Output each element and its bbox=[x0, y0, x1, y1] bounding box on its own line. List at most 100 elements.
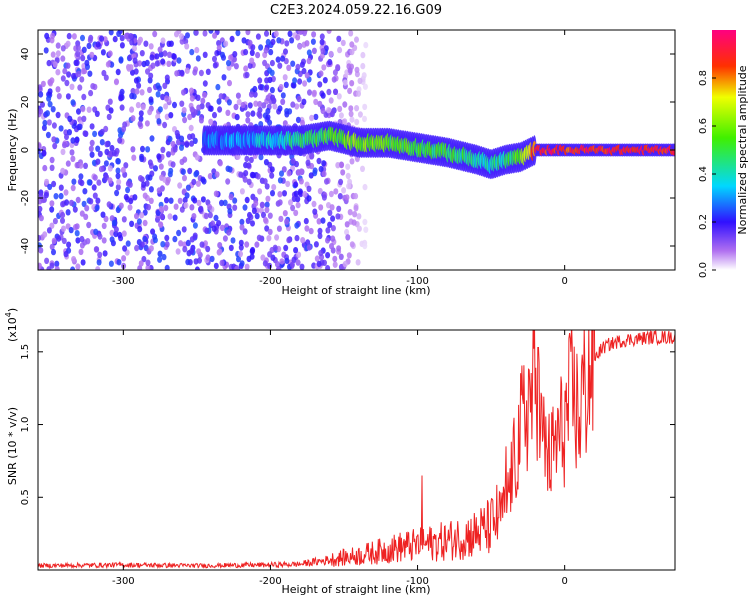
ridge-core bbox=[671, 149, 675, 156]
noise-blob bbox=[138, 36, 143, 43]
noise-blob bbox=[302, 190, 308, 198]
noise-blob bbox=[184, 67, 190, 74]
noise-blob bbox=[213, 214, 219, 222]
noise-blob bbox=[320, 217, 326, 224]
noise-blob bbox=[189, 247, 195, 255]
noise-blob bbox=[218, 93, 224, 100]
noise-blob bbox=[213, 190, 219, 197]
noise-blob bbox=[167, 135, 173, 143]
noise-blob bbox=[198, 205, 204, 212]
noise-blob bbox=[263, 47, 269, 54]
noise-blob bbox=[75, 263, 81, 270]
noise-blob bbox=[122, 245, 128, 252]
noise-blob bbox=[193, 171, 199, 178]
noise-blob bbox=[208, 105, 214, 112]
noise-blob bbox=[344, 221, 350, 228]
noise-blob bbox=[51, 237, 57, 244]
noise-blob bbox=[86, 106, 92, 113]
noise-blob bbox=[207, 173, 213, 180]
noise-blob bbox=[233, 62, 239, 70]
noise-blob bbox=[38, 247, 44, 254]
noise-blob bbox=[284, 111, 290, 118]
noise-blob bbox=[158, 163, 164, 170]
noise-blob bbox=[249, 49, 255, 56]
noise-blob bbox=[295, 63, 301, 71]
noise-blob bbox=[305, 159, 311, 166]
noise-blob bbox=[164, 264, 170, 270]
noise-blob bbox=[261, 211, 266, 219]
noise-blob bbox=[68, 226, 74, 234]
noise-blob bbox=[321, 160, 327, 167]
noise-blob bbox=[109, 229, 115, 237]
noise-blob bbox=[50, 51, 56, 58]
noise-blob bbox=[65, 40, 71, 47]
noise-blob bbox=[74, 230, 80, 237]
noise-blob bbox=[267, 119, 273, 126]
noise-blob bbox=[171, 53, 176, 60]
noise-blob bbox=[190, 133, 196, 140]
noise-blob bbox=[118, 95, 124, 102]
noise-blob bbox=[273, 30, 279, 38]
noise-blob bbox=[76, 108, 81, 115]
noise-blob bbox=[233, 103, 239, 111]
noise-blob bbox=[79, 179, 85, 187]
noise-blob bbox=[103, 74, 109, 81]
noise-blob bbox=[277, 105, 283, 112]
noise-blob bbox=[243, 65, 249, 72]
noise-blob bbox=[103, 125, 109, 133]
noise-blob bbox=[342, 118, 348, 125]
noise-blob bbox=[239, 224, 245, 231]
noise-blob bbox=[52, 61, 58, 68]
noise-blob bbox=[145, 68, 150, 75]
noise-blob bbox=[342, 79, 348, 86]
noise-blob bbox=[86, 42, 92, 50]
noise-blob bbox=[168, 112, 174, 119]
noise-blob bbox=[357, 77, 363, 85]
noise-blob bbox=[174, 70, 180, 77]
noise-blob bbox=[160, 37, 166, 44]
noise-blob bbox=[50, 106, 56, 113]
noise-blob bbox=[86, 221, 92, 229]
noise-blob bbox=[330, 225, 336, 232]
noise-blob bbox=[137, 225, 143, 233]
noise-blob bbox=[138, 175, 143, 182]
noise-blob bbox=[88, 198, 94, 205]
noise-blob bbox=[258, 207, 264, 214]
noise-blob bbox=[318, 70, 324, 77]
noise-blob bbox=[142, 235, 148, 243]
noise-blob bbox=[284, 40, 290, 47]
noise-blob bbox=[179, 135, 185, 142]
noise-blob bbox=[40, 101, 45, 108]
noise-blob bbox=[262, 260, 268, 267]
noise-blob bbox=[249, 57, 255, 64]
noise-blob bbox=[135, 101, 141, 109]
noise-blob bbox=[253, 100, 259, 107]
noise-blob bbox=[328, 50, 334, 58]
noise-blob bbox=[142, 219, 148, 227]
y-tick-label: 20 bbox=[20, 96, 31, 109]
noise-blob bbox=[326, 88, 332, 96]
noise-blob bbox=[312, 167, 318, 174]
noise-blob bbox=[258, 83, 263, 91]
noise-blob bbox=[162, 82, 168, 90]
noise-blob bbox=[335, 213, 341, 220]
noise-blob bbox=[89, 151, 95, 158]
noise-blob bbox=[227, 79, 232, 87]
noise-blob bbox=[148, 72, 154, 80]
noise-blob bbox=[255, 173, 261, 180]
noise-blob bbox=[142, 209, 148, 216]
noise-blob bbox=[43, 191, 49, 199]
noise-blob bbox=[352, 211, 358, 218]
noise-blob bbox=[140, 145, 145, 153]
noise-blob bbox=[144, 120, 150, 127]
noise-blob bbox=[54, 266, 60, 270]
noise-blob bbox=[285, 180, 291, 188]
noise-blob bbox=[304, 225, 310, 232]
noise-blob bbox=[38, 108, 44, 115]
noise-blob bbox=[130, 146, 136, 153]
noise-blob bbox=[69, 83, 75, 91]
noise-blob bbox=[290, 204, 296, 212]
noise-blob bbox=[44, 257, 50, 264]
noise-blob bbox=[47, 101, 53, 108]
noise-blob bbox=[134, 244, 140, 252]
